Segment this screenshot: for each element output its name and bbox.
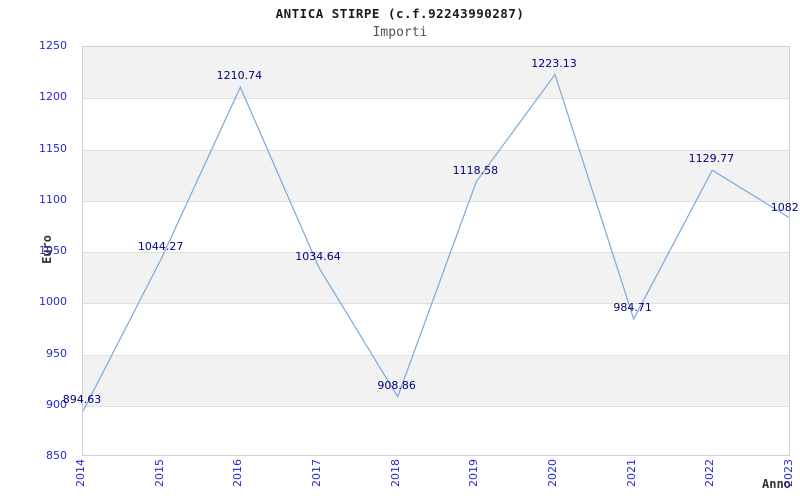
x-axis-label: Anno [762,477,791,491]
data-label: 1034.64 [295,249,341,263]
plot-area [82,46,790,456]
y-tick-label: 1050 [39,244,67,257]
chart-title: ANTICA STIRPE (c.f.92243990287) [275,6,525,21]
x-tick-label: 2019 [467,459,481,487]
chart-subtitle: Importi [372,25,428,40]
data-label: 1082.5 [770,200,800,214]
y-tick-label: 1100 [39,192,67,206]
x-tick-label: 2020 [546,459,559,487]
plot-band [83,303,789,355]
plot-band [83,405,789,455]
plot-band [83,252,789,304]
x-tick-label: 2014 [74,459,87,487]
gridline [83,200,789,202]
plot-band [83,200,789,252]
x-tick-label: 2015 [152,459,166,487]
data-label: 894.63 [62,393,102,407]
data-label: 984.71 [613,300,652,314]
line-series [83,73,789,412]
y-tick-label: 850 [46,449,67,462]
data-label: 908.86 [377,378,416,392]
data-label: 1223.13 [531,56,577,70]
x-tick-label: 2022 [703,459,717,487]
data-label: 1210.74 [216,69,263,83]
x-tick-label: 2023 [782,459,795,487]
gridline [83,303,789,305]
data-label: 1044.27 [137,239,184,253]
y-tick-label: 1000 [39,295,67,309]
gridline [83,354,789,356]
y-tick-label: 1250 [39,39,67,52]
gridline [83,149,789,151]
y-tick-label: 950 [46,346,67,360]
plot-band [83,149,789,201]
gridline [83,98,789,100]
plot-band [83,354,789,406]
x-tick-label: 2016 [231,459,245,487]
gridline [83,252,789,253]
y-tick-label: 1150 [39,141,67,155]
gridline [83,405,789,407]
x-tick-label: 2018 [388,459,402,487]
x-tick-label: 2017 [310,459,323,487]
x-tick-label: 2021 [624,459,638,487]
plot-band [83,98,789,150]
y-tick-label: 900 [46,397,67,411]
plot-band [83,47,789,99]
data-label: 1129.77 [688,152,735,166]
data-label: 1118.58 [452,163,499,177]
y-tick-label: 1200 [39,90,67,104]
